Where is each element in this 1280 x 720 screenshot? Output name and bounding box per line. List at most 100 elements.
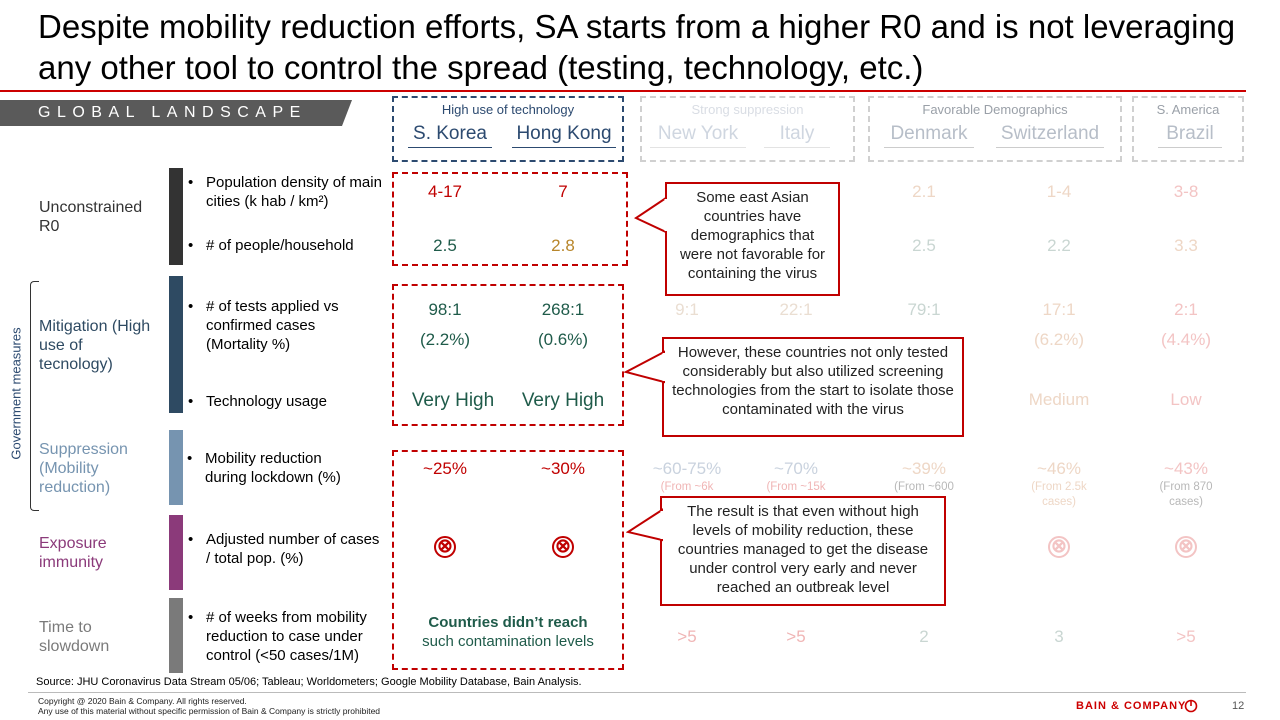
highlight-box-r0 xyxy=(392,172,628,266)
value-newyork-weeks: >5 xyxy=(677,627,697,646)
category-bar-time xyxy=(169,598,183,673)
value-newyork-mobility: ~60-75% xyxy=(652,459,722,478)
category-suppression: Suppression (Mobility reduction) xyxy=(39,441,128,496)
category-bar-suppression xyxy=(169,430,183,505)
value-brazil-tests: 2:1 xyxy=(1174,300,1198,319)
group-s-america: S. America Brazil xyxy=(1132,96,1244,162)
callout-pointer xyxy=(624,350,666,384)
value-switzerland-tech: Medium xyxy=(1028,390,1090,409)
value-italy-mobility-sub: (From ~15k xyxy=(766,481,826,493)
value-brazil-household: 3.3 xyxy=(1174,236,1198,255)
metric-cases: Adjusted number of cases / total pop. (%… xyxy=(188,530,386,568)
value-skorea-mobility: ~25% xyxy=(423,459,467,478)
value-switzerland-tests: 17:1 xyxy=(1042,300,1076,319)
footer-divider xyxy=(28,692,1246,693)
value-switzerland-mortality: (6.2%) xyxy=(1033,330,1085,349)
value-switzerland-mobility: ~46% xyxy=(1037,459,1081,478)
value-brazil-mobility-sub: (From 870 cases) xyxy=(1159,481,1213,508)
callout-result: The result is that even without high lev… xyxy=(660,496,946,606)
group-title: S. America xyxy=(1156,102,1220,117)
value-hongkong-tests: 268:1 xyxy=(541,300,585,319)
value-denmark-tests: 79:1 xyxy=(907,300,941,319)
source-note: Source: JHU Coronavirus Data Stream 05/0… xyxy=(36,676,582,688)
value-switzerland-weeks: 3 xyxy=(1054,627,1064,646)
value-denmark-density: 2.1 xyxy=(912,182,936,201)
title-divider xyxy=(0,90,1246,92)
category-bar-mitigation xyxy=(169,276,183,413)
value-skorea-household: 2.5 xyxy=(433,236,457,255)
value-skorea-mortality: (2.2%) xyxy=(419,330,471,349)
value-brazil-tech: Low xyxy=(1170,390,1202,409)
no-reach-line1: Countries didn’t reach xyxy=(428,614,588,631)
category-bar-unconstrained xyxy=(169,168,183,265)
copyright-line2: Any use of this material without specifi… xyxy=(38,706,381,716)
country-hongkong: Hong Kong xyxy=(512,123,616,148)
metric-density: Population density of main cities (k hab… xyxy=(188,173,386,211)
section-banner: GLOBAL LANDSCAPE xyxy=(0,100,352,126)
highlight-box-mitigation xyxy=(392,284,624,426)
callout-testing: However, these countries not only tested… xyxy=(662,337,964,437)
value-skorea-density: 4-17 xyxy=(427,182,463,201)
x-icon: ⊗ xyxy=(1175,536,1197,558)
copyright-line1: Copyright @ 2020 Bain & Company. All rig… xyxy=(38,696,247,706)
country-denmark: Denmark xyxy=(884,123,974,148)
category-time: Time to slowdown xyxy=(39,619,110,655)
x-icon: ⊗ xyxy=(1048,536,1070,558)
government-bracket xyxy=(30,281,39,511)
page-title: Despite mobility reduction efforts, SA s… xyxy=(38,8,1236,86)
value-hongkong-mobility: ~30% xyxy=(541,459,585,478)
value-brazil-mortality: (4.4%) xyxy=(1160,330,1212,349)
group-title: Favorable Demographics xyxy=(922,102,1068,117)
brand-logo: BAIN & COMPANY xyxy=(1076,700,1187,712)
value-hongkong-density: 7 xyxy=(558,182,568,201)
metric-mobility: Mobility reduction during lockdown (%) xyxy=(187,449,365,487)
value-brazil-weeks: >5 xyxy=(1176,627,1196,646)
group-favorable-demographics: Favorable Demographics Denmark Switzerla… xyxy=(868,96,1122,162)
group-high-tech: High use of technology S. Korea Hong Kon… xyxy=(392,96,624,162)
country-brazil: Brazil xyxy=(1158,123,1222,148)
value-denmark-household: 2.5 xyxy=(912,236,936,255)
highlight-box-suppression xyxy=(392,450,624,670)
category-mitigation: Mitigation (High use of tecnology) xyxy=(39,318,151,373)
group-title: High use of technology xyxy=(441,102,575,117)
value-hongkong-tech: Very High xyxy=(521,390,605,411)
category-unconstrained: Unconstrained R0 xyxy=(39,199,143,235)
value-switzerland-mobility-sub: (From 2.5k cases) xyxy=(1031,481,1087,508)
value-denmark-mobility-sub: (From ~600 xyxy=(894,481,954,493)
country-italy: Italy xyxy=(764,123,830,148)
value-italy-mobility: ~70% xyxy=(774,459,818,478)
group-title: Strong suppression xyxy=(691,102,804,117)
metric-tests: # of tests applied vs confirmed cases (M… xyxy=(188,297,366,354)
government-measures-label: Government measures xyxy=(8,327,24,460)
category-bar-exposure xyxy=(169,515,183,590)
metric-weeks: # of weeks from mobility reduction to ca… xyxy=(188,608,386,665)
callout-pointer xyxy=(626,508,664,542)
category-exposure: Exposure immunity xyxy=(39,535,107,571)
value-switzerland-household: 2.2 xyxy=(1047,236,1071,255)
value-newyork-tests: 9:1 xyxy=(675,300,699,319)
copyright: Copyright @ 2020 Bain & Company. All rig… xyxy=(38,696,380,716)
value-italy-tests: 22:1 xyxy=(779,300,813,319)
value-hongkong-household: 2.8 xyxy=(551,236,575,255)
country-newyork: New York xyxy=(650,123,746,148)
value-hongkong-mortality: (0.6%) xyxy=(537,330,589,349)
country-skorea: S. Korea xyxy=(408,123,492,148)
value-denmark-mobility: ~39% xyxy=(902,459,946,478)
group-strong-suppression: Strong suppression New York Italy xyxy=(640,96,855,162)
banner-label: GLOBAL LANDSCAPE xyxy=(38,104,307,121)
metric-tech: Technology usage xyxy=(188,392,386,411)
power-icon xyxy=(1184,699,1198,713)
value-brazil-density: 3-8 xyxy=(1173,182,1199,201)
country-switzerland: Switzerland xyxy=(996,123,1104,148)
value-skorea-tests: 98:1 xyxy=(428,300,462,319)
metric-household: # of people/household xyxy=(188,236,386,255)
x-icon: ⊗ xyxy=(552,536,574,558)
value-brazil-mobility: ~43% xyxy=(1164,459,1208,478)
x-icon: ⊗ xyxy=(434,536,456,558)
value-denmark-weeks: 2 xyxy=(919,627,929,646)
value-newyork-mobility-sub: (From ~6k xyxy=(660,481,714,493)
value-skorea-tech: Very High xyxy=(411,390,495,411)
callout-demographics: Some east Asian countries have demograph… xyxy=(665,182,840,296)
value-switzerland-density: 1-4 xyxy=(1046,182,1072,201)
value-italy-weeks: >5 xyxy=(786,627,806,646)
